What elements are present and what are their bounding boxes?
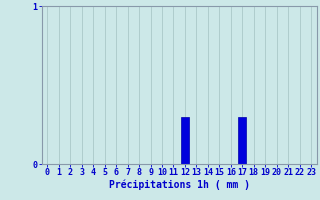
X-axis label: Précipitations 1h ( mm ): Précipitations 1h ( mm ) [109,180,250,190]
Bar [181,117,189,164]
Bar [238,117,246,164]
